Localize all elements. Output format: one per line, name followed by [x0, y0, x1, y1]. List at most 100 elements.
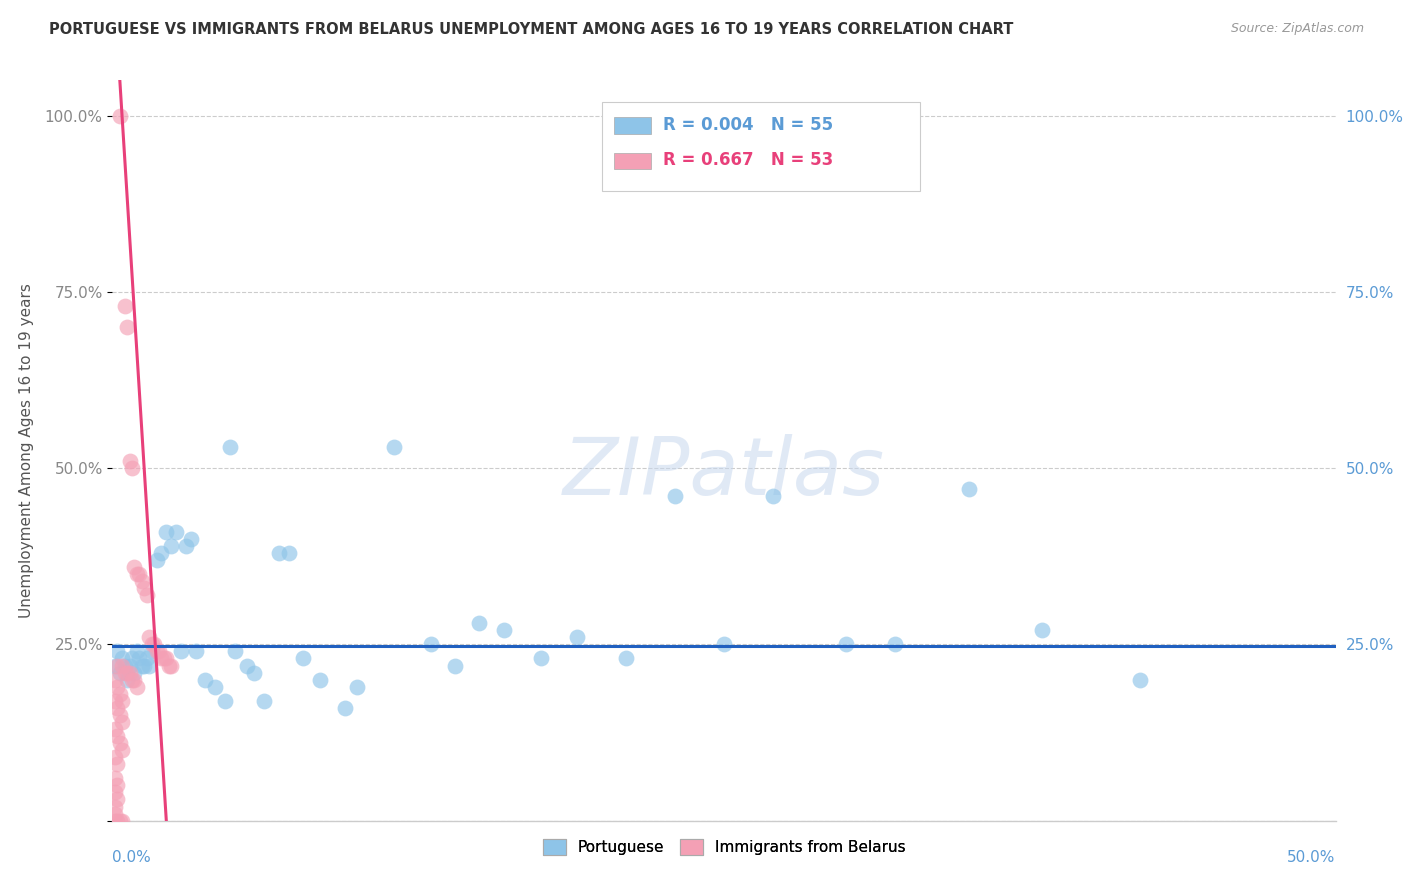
Point: [115, 320, 138, 334]
Point: [134, 658, 156, 673]
Point: [104, 806, 127, 821]
Point: [253, 694, 276, 708]
Point: [150, 651, 173, 665]
Point: [104, 750, 127, 764]
FancyBboxPatch shape: [602, 103, 920, 191]
Point: [115, 673, 138, 687]
Point: [111, 714, 134, 729]
Text: 50.0%: 50.0%: [1288, 850, 1336, 865]
Point: [104, 799, 127, 814]
Point: [155, 651, 177, 665]
Point: [419, 637, 441, 651]
Point: [118, 658, 141, 673]
Text: PORTUGUESE VS IMMIGRANTS FROM BELARUS UNEMPLOYMENT AMONG AGES 16 TO 19 YEARS COR: PORTUGUESE VS IMMIGRANTS FROM BELARUS UN…: [49, 22, 1014, 37]
Y-axis label: Unemployment Among Ages 16 to 19 years: Unemployment Among Ages 16 to 19 years: [18, 283, 34, 618]
Point: [567, 630, 589, 644]
Point: [1031, 624, 1053, 638]
Text: ZIPatlas: ZIPatlas: [562, 434, 886, 512]
Point: [138, 658, 160, 673]
Point: [713, 637, 735, 651]
Point: [105, 729, 128, 743]
Point: [128, 651, 150, 665]
Point: [111, 814, 134, 828]
Point: [204, 680, 226, 694]
Point: [128, 566, 150, 581]
Point: [614, 651, 637, 665]
Point: [165, 524, 187, 539]
Point: [111, 694, 134, 708]
Point: [124, 559, 146, 574]
Point: [267, 546, 290, 560]
Point: [104, 814, 127, 828]
Point: [124, 673, 146, 687]
Point: [121, 461, 143, 475]
Point: [148, 644, 170, 658]
Point: [118, 665, 141, 680]
Point: [104, 658, 127, 673]
Point: [104, 694, 127, 708]
Text: 0.0%: 0.0%: [112, 850, 152, 865]
Point: [125, 566, 148, 581]
Point: [170, 644, 193, 658]
Point: [134, 581, 156, 595]
Point: [135, 588, 157, 602]
Point: [141, 644, 163, 658]
Point: [333, 701, 356, 715]
Point: [105, 778, 128, 792]
Point: [243, 665, 266, 680]
Point: [219, 440, 242, 454]
Point: [111, 651, 134, 665]
Point: [104, 772, 127, 786]
Point: [157, 658, 180, 673]
Point: [118, 454, 141, 468]
Point: [105, 814, 128, 828]
Point: [105, 792, 128, 806]
Point: [382, 440, 405, 454]
Point: [468, 616, 491, 631]
Point: [160, 658, 183, 673]
Point: [105, 757, 128, 772]
Point: [224, 644, 246, 658]
Point: [214, 694, 236, 708]
Point: [121, 673, 143, 687]
Point: [236, 658, 259, 673]
Point: [180, 532, 202, 546]
Point: [114, 299, 136, 313]
Text: R = 0.004   N = 55: R = 0.004 N = 55: [664, 116, 832, 134]
Text: Source: ZipAtlas.com: Source: ZipAtlas.com: [1230, 22, 1364, 36]
Point: [884, 637, 907, 651]
Point: [108, 665, 131, 680]
Point: [664, 489, 686, 503]
Point: [150, 546, 173, 560]
Point: [125, 644, 148, 658]
Point: [529, 651, 551, 665]
Point: [108, 814, 131, 828]
Point: [957, 482, 980, 496]
Point: [111, 743, 134, 757]
Point: [114, 665, 136, 680]
Point: [138, 630, 160, 644]
Legend: Portuguese, Immigrants from Belarus: Portuguese, Immigrants from Belarus: [537, 833, 911, 861]
Point: [309, 673, 332, 687]
Point: [115, 665, 138, 680]
Point: [105, 658, 128, 673]
FancyBboxPatch shape: [614, 118, 651, 134]
Point: [104, 785, 127, 799]
Point: [141, 637, 163, 651]
Point: [292, 651, 315, 665]
Point: [125, 680, 148, 694]
Point: [835, 637, 858, 651]
Point: [346, 680, 368, 694]
Point: [135, 651, 157, 665]
Point: [108, 707, 131, 722]
Point: [145, 644, 167, 658]
Point: [153, 651, 176, 665]
Point: [105, 644, 128, 658]
Point: [444, 658, 467, 673]
FancyBboxPatch shape: [614, 153, 651, 169]
Point: [1129, 673, 1152, 687]
Point: [184, 644, 207, 658]
Point: [124, 665, 146, 680]
Point: [121, 651, 143, 665]
Point: [143, 637, 166, 651]
